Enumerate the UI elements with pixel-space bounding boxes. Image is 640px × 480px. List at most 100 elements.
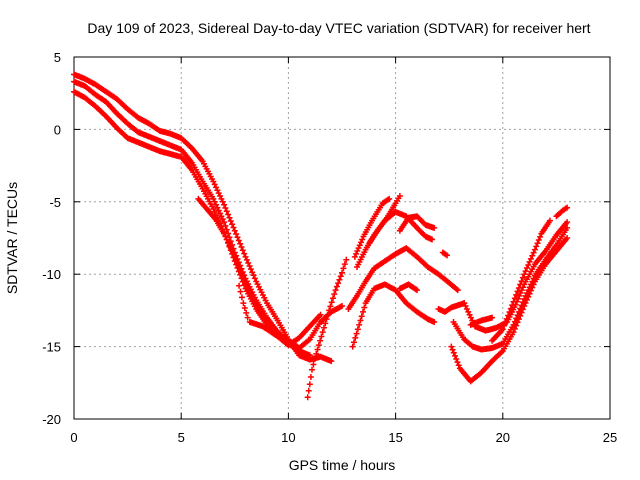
data-series-arc-18 [450, 224, 571, 353]
x-axis-label: GPS time / hours [289, 457, 396, 473]
data-point [237, 288, 244, 295]
data-point [511, 295, 518, 302]
data-point [511, 318, 518, 325]
data-point [249, 269, 256, 276]
data-point [509, 302, 516, 309]
data-point [223, 208, 230, 215]
data-point [292, 342, 299, 349]
data-point [227, 217, 234, 224]
x-tick-label: 25 [603, 430, 617, 445]
plot-frame [73, 56, 611, 420]
data-point [222, 204, 229, 211]
data-series-arc-17 [448, 235, 571, 385]
data-point [359, 236, 366, 243]
data-point [240, 300, 247, 307]
data-point [501, 322, 508, 329]
data-point [519, 274, 526, 281]
data-point [530, 249, 537, 256]
data-point [514, 288, 521, 295]
data-point [513, 315, 520, 322]
data-point [235, 237, 242, 244]
data-point [322, 320, 329, 327]
data-point [517, 290, 524, 297]
data-point [431, 224, 438, 231]
y-tick-label: 0 [54, 122, 61, 137]
data-point [339, 269, 345, 276]
data-point [537, 233, 544, 240]
y-tick-label: -10 [42, 267, 61, 282]
data-point [499, 326, 506, 333]
data-point [361, 304, 368, 311]
data-point [521, 271, 528, 278]
data-point [230, 224, 237, 231]
data-point [452, 352, 459, 359]
data-point [239, 247, 246, 254]
data-point [236, 282, 243, 289]
data-point [507, 305, 514, 312]
data-point [308, 366, 315, 373]
data-point [247, 266, 254, 273]
data-series-arc-20 [489, 217, 553, 344]
data-point [535, 237, 542, 244]
data-point [217, 193, 224, 200]
data-point [235, 263, 242, 270]
data-point [431, 318, 438, 325]
data-point [351, 339, 358, 346]
data-point [513, 291, 520, 298]
data-point [215, 190, 222, 197]
data-point [332, 287, 339, 294]
y-tick-label: 5 [54, 50, 61, 65]
data-point [518, 302, 525, 309]
data-point [305, 387, 312, 394]
x-axis: 0 5 10 15 20 25 [70, 57, 617, 445]
y-tick-label: -15 [42, 340, 61, 355]
data-point [564, 204, 571, 211]
x-tick-label: 10 [281, 430, 295, 445]
data-point [324, 311, 331, 318]
data-point [360, 308, 367, 315]
data-point [229, 221, 236, 228]
data-point [386, 195, 393, 202]
data-point [450, 349, 457, 356]
data-point [246, 263, 253, 270]
data-point [505, 312, 512, 319]
data-point [453, 356, 460, 363]
data-point [243, 309, 250, 316]
data-point [331, 291, 338, 298]
data-point [529, 252, 536, 259]
data-point [519, 299, 526, 306]
data-point [245, 259, 252, 266]
data-point [349, 343, 356, 350]
data-series-arc-21 [467, 314, 496, 328]
data-series-arc-5 [236, 282, 251, 321]
data-point [510, 298, 517, 305]
data-point [533, 243, 540, 250]
data-point [522, 268, 529, 275]
data-point [448, 343, 455, 350]
data-point [465, 308, 472, 315]
data-point [336, 276, 343, 283]
data-series-arc-13 [396, 213, 438, 234]
data-series-arc-8 [349, 281, 438, 350]
data-point [251, 275, 258, 282]
data-point [564, 219, 571, 226]
data-point [226, 214, 233, 221]
data-point [317, 311, 324, 318]
y-axis: -20 -15 -10 -5 0 5 [42, 50, 610, 427]
data-point [307, 374, 314, 381]
data-point [244, 314, 251, 321]
data-point [351, 253, 358, 260]
data-point [314, 346, 321, 353]
data-point [455, 362, 462, 369]
data-series-arc-11 [351, 195, 393, 260]
data-series-arc-9 [345, 245, 461, 312]
data-series-group [71, 71, 571, 401]
data-point [243, 256, 250, 263]
data-series-arc-6 [246, 318, 300, 350]
data-point [564, 235, 571, 241]
data-point [313, 350, 320, 357]
x-tick-label: 0 [70, 430, 77, 445]
data-point [356, 321, 363, 328]
data-point [319, 329, 326, 336]
